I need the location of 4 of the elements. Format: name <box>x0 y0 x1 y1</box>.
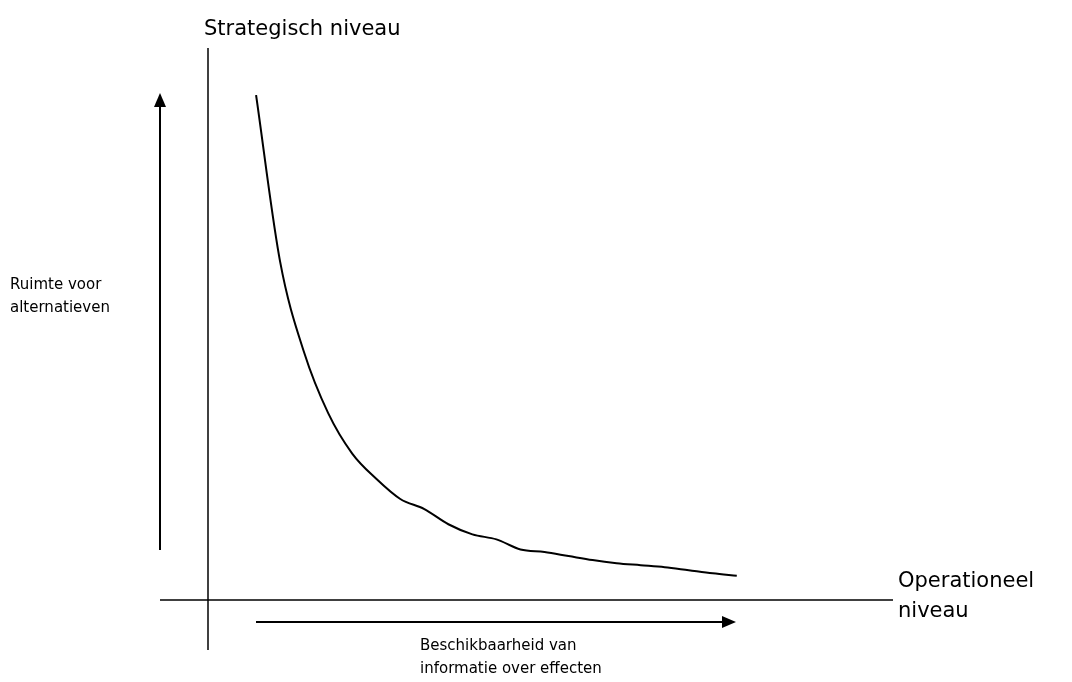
x-axis-title: Operationeel niveau <box>898 567 1036 624</box>
text: Beschikbaarheid van informatie over effecten <box>420 635 603 679</box>
y-axis-title: Strategisch niveau <box>204 16 401 40</box>
text: Ruimte voor alternatieven <box>10 274 111 318</box>
